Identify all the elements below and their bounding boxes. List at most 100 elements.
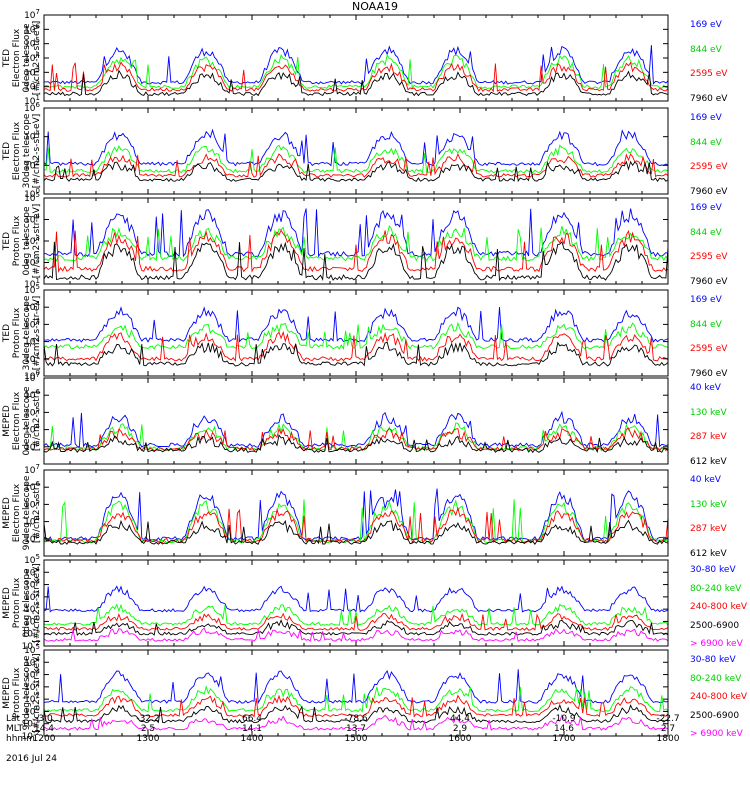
series-line: [44, 330, 668, 362]
series-line: [44, 128, 668, 167]
panel-frame: [43, 289, 669, 377]
footer-mlt-value: 2.7: [660, 724, 676, 734]
legend-entry: 169 eV: [690, 113, 722, 123]
footer-lat-value: -78.6: [344, 714, 368, 724]
y-axis-label: TED Electron Flux 30deg telescope [#/cm2-s-…: [2, 106, 42, 196]
y-axis-label-line: 0deg telescope: [22, 568, 32, 638]
y-axis-label-line: [#/cm2-s-str]: [32, 482, 42, 544]
legend-entry: 130 keV: [690, 407, 727, 418]
series-line: [44, 61, 668, 93]
y-axis-label: TED Proton Flux 0deg telescope [#/cm2-s-str…: [2, 196, 42, 286]
footer-date: 2016 Jul 24: [6, 754, 57, 764]
y-axis-label: MEPED Electron Flux 90deg telescope [#/cm2-…: [2, 468, 42, 558]
series-line: [44, 603, 668, 626]
y-axis-label-line: MEPED: [2, 497, 12, 529]
legend-entry: 80-240 keV: [690, 673, 742, 684]
series-line: [44, 229, 668, 273]
legend-entry: 2595 eV: [690, 252, 728, 263]
footer-mlt-value: 13.7: [345, 724, 367, 734]
footer-lat-value: -22.7: [656, 714, 680, 724]
legend-entry: 287 keV: [690, 432, 727, 443]
legend-entry: 169 eV: [690, 295, 722, 305]
series-line: [44, 410, 668, 448]
legend-entry: 612 keV: [690, 549, 727, 559]
series-line: [44, 619, 668, 637]
y-axis-label-line: Electron Flux: [12, 28, 22, 88]
series-line: [44, 488, 668, 542]
legend-entry: 844 eV: [690, 319, 722, 330]
y-axis-label-line: TED: [2, 48, 12, 68]
footer-lat-value: 66.4: [241, 714, 263, 724]
y-axis-label-line: TED: [2, 141, 12, 161]
legend-entry: > 6900 keV: [690, 729, 743, 739]
legend-entry: 844 eV: [690, 44, 722, 55]
legend-entry: 2595 eV: [690, 162, 728, 173]
y-axis-label-line: 30deg telescope: [22, 113, 32, 189]
y-axis-label-line: Electron Flux: [12, 391, 22, 451]
series-line: [44, 45, 668, 85]
panel-frame: [43, 107, 669, 195]
series-line: [44, 341, 668, 367]
series-line: [44, 703, 668, 724]
y-axis-label-line: MEPED: [2, 587, 12, 619]
y-axis-label-line: Proton Flux: [12, 667, 22, 719]
y-axis-label-line: [#/cm2-s-str]: [32, 390, 42, 452]
y-axis-label-line: 30deg telescope: [22, 295, 32, 371]
legend-entry: 240-800 keV: [690, 602, 748, 612]
footer-mlt-value: 2.5: [140, 724, 156, 734]
y-axis-label-line: [#/cm2-s-str-eV]: [32, 20, 42, 96]
footer-hhmm-value: 1700: [552, 734, 576, 744]
legend-entry: 40 keV: [690, 383, 721, 393]
y-axis-label-line: [#/cm2-s-str-eV]: [32, 203, 42, 279]
series-line: [44, 224, 668, 262]
footer-mlt-value: 14.1: [241, 724, 263, 734]
series-line: [44, 627, 668, 643]
legend-entry: 80-240 keV: [690, 583, 742, 594]
series-line: [44, 499, 668, 545]
footer-hhmm-value: 1400: [240, 734, 264, 744]
footer-mlt-value: 2.9: [452, 724, 468, 734]
legend-entry: 7960 eV: [690, 187, 728, 197]
legend-entry: 2595 eV: [690, 344, 728, 355]
y-axis-label-line: Proton Flux: [12, 577, 22, 629]
series-line: [44, 612, 668, 632]
footer-lat-value: 44.4: [449, 714, 471, 724]
series-line: [44, 519, 668, 545]
footer-hhmm-value: 1800: [656, 734, 680, 744]
series-line: [44, 434, 668, 454]
series-line: [44, 714, 668, 731]
legend-entry: 130 keV: [690, 499, 727, 510]
footer-label-mlt: MLT: [6, 724, 24, 734]
page-title: NOAA19: [351, 0, 399, 13]
orbit-footer: Lat MLT hhmm 2016 Jul 24 -3.0 14.4 1200 -32…: [0, 714, 750, 800]
legend-entry: 612 keV: [690, 457, 727, 467]
footer-mlt-value: 14.4: [33, 724, 55, 734]
legend-entry: 287 keV: [690, 524, 727, 535]
series-line: [44, 160, 668, 183]
footer-hhmm-value: 1200: [32, 734, 56, 744]
y-axis-label-line: [#/cm2-s-str-keV]: [32, 563, 42, 643]
y-axis-label-line: Electron Flux: [12, 483, 22, 543]
legend-entry: 7960 eV: [690, 277, 728, 287]
y-axis-label-line: 90deg telescope: [22, 475, 32, 551]
y-axis-label-line: TED: [2, 231, 12, 251]
y-axis-label-line: TED: [2, 323, 12, 343]
legend-entry: 30-80 keV: [690, 565, 736, 575]
footer-label-hhmm: hhmm: [6, 734, 35, 744]
series-line: [44, 53, 668, 90]
series-line: [44, 585, 668, 613]
y-axis-label-line: [#/cm2-s-str-eV]: [32, 295, 42, 371]
y-axis-label-line: Electron Flux: [12, 121, 22, 181]
legend-entry: > 6900 keV: [690, 639, 743, 649]
footer-hhmm-value: 1300: [136, 734, 160, 744]
legend-entry: 169 eV: [690, 203, 722, 213]
series-line: [44, 694, 668, 718]
series-line: [44, 321, 668, 351]
